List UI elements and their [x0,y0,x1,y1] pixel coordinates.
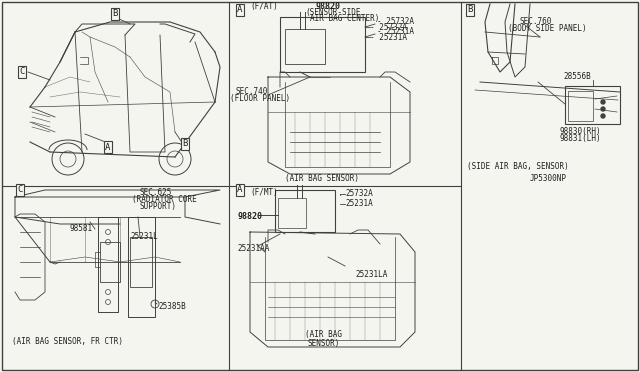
Text: (BODY SIDE PANEL): (BODY SIDE PANEL) [508,24,587,33]
Text: C: C [19,67,25,77]
Text: - 25732A: - 25732A [377,16,414,26]
Text: - 25231A: - 25231A [370,32,407,42]
Text: SENSOR): SENSOR) [308,339,340,348]
Text: A: A [237,6,243,15]
Text: 25231AA: 25231AA [237,244,269,253]
Text: 98820: 98820 [237,212,262,221]
Bar [285,29,325,64]
Text: (SENSOR-SIDE: (SENSOR-SIDE [305,8,360,17]
Text: SEC.740: SEC.740 [235,87,268,96]
Text: SUPPORT): SUPPORT) [140,202,177,211]
Text: B: B [112,10,118,19]
Text: 98831(LH): 98831(LH) [560,134,602,143]
Text: 25231L: 25231L [130,232,157,241]
Text: 98820: 98820 [315,2,340,11]
Text: - 25732A: - 25732A [370,22,407,32]
Text: AIR BAG CENTER): AIR BAG CENTER) [310,14,380,23]
Text: (AIR BAG SENSOR): (AIR BAG SENSOR) [285,174,359,183]
Bar [278,198,306,228]
Text: B: B [467,6,473,15]
Bar [100,242,120,282]
Text: (AIR BAG SENSOR, FR CTR): (AIR BAG SENSOR, FR CTR) [12,337,123,346]
Text: 25231LA: 25231LA [355,270,387,279]
Text: 25732A: 25732A [345,189,372,199]
Bar [280,17,365,72]
Text: 98581: 98581 [70,224,93,233]
Text: 25231A: 25231A [345,199,372,208]
Bar [275,190,335,232]
Text: (AIR BAG: (AIR BAG [305,330,342,339]
Text: (F/MT): (F/MT) [250,188,278,197]
Text: A: A [106,142,111,151]
Text: B: B [182,140,188,148]
Text: (RADIATOR CORE: (RADIATOR CORE [132,195,196,204]
Text: JP5300NP: JP5300NP [530,174,567,183]
Bar [568,91,593,121]
Circle shape [601,107,605,111]
Text: A: A [237,186,243,195]
Text: SEC.625: SEC.625 [140,188,172,197]
Bar [130,237,152,287]
Text: - 25231A: - 25231A [377,26,414,35]
Text: 98830(RH): 98830(RH) [560,127,602,136]
Text: (F/AT): (F/AT) [250,2,278,11]
Text: (SIDE AIR BAG, SENSOR): (SIDE AIR BAG, SENSOR) [467,162,569,171]
Circle shape [601,114,605,118]
Circle shape [601,100,605,104]
Bar [565,86,620,124]
Text: (FLOOR PANEL): (FLOOR PANEL) [230,94,290,103]
Text: 28556B: 28556B [563,72,591,81]
Text: C: C [17,186,22,195]
Text: 25385B: 25385B [158,302,186,311]
Text: SEC.760: SEC.760 [520,17,552,26]
